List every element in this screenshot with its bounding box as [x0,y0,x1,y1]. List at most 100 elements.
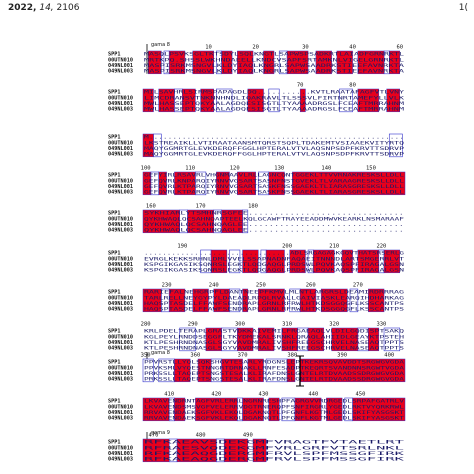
sequence-name: 049NL001 [108,451,133,457]
ruler-number: 160 [146,204,156,210]
ruler-number: 40 [349,45,356,51]
sequence-residues: KGLPEYLRNDDSEGGFLTKYDMEKALSRNKLQRAQLAHII… [144,334,404,340]
citation-volume: 14, [39,3,54,13]
sequence-name: 049NL001 [108,184,133,190]
motif-label: gama 8 [151,350,170,356]
sequence-name: SPP1 [108,90,121,96]
identical-residue-box [368,327,380,352]
sequence-residues: TARLRELLNEYGYPYLDAEADLRPQLRVALLGAIVIASKL… [144,295,404,301]
sequence-residues: M.......................................… [144,135,404,141]
page-edge-mark: 1( [458,3,468,13]
sequence-residues: RRVAVENDAEKSGFVKLEKQLDGAKNQTLPFGNFLKGTML… [144,416,404,422]
identical-residue-box [221,358,243,383]
identical-residue-box [265,249,285,274]
ruler-number: 10 [205,45,212,51]
sequence-name: 049NL003 [108,457,133,463]
sequence-residues: SYKHIARLYTSMHNRSGFEE....................… [144,211,404,217]
identical-residue-box [352,397,406,422]
sequence-name: 049NL003 [108,69,133,75]
sequence-residues: QYKHWAQLQCSAHNQAPTEELKQLGCAWFTRAYEEADDMW… [144,216,404,222]
ruler-number: 30 [302,45,309,51]
sequence-name: SPP1 [108,173,121,179]
similar-residue-box [349,288,359,313]
identical-residue-box [242,249,259,274]
identical-residue-box [205,327,222,352]
identical-residue-box [142,397,170,422]
ruler-number: 190 [177,244,187,250]
identical-residue-box [242,288,249,313]
identical-residue-box [142,88,154,113]
identical-residue-box [368,288,385,313]
identical-residue-box [299,288,317,313]
sequence-name: 049NL001 [108,340,133,346]
sequence-name: SPP1 [108,211,121,217]
sequence-residues: PPVRSTLLYQLSQKSHGVTESARLYRDGNSLEPTKEKRSQ… [144,360,404,366]
ruler-number: 200 [282,244,292,250]
identical-residue-box [142,209,180,234]
sequence-residues: MRTKPQ.SHSSLWKHNDAEELLKNDCVSAPFSRTAMKNLV… [144,57,404,63]
ruler-number: 130 [274,166,284,172]
sequence-name: SPP1 [108,329,121,335]
sequence-residues: LKSTREAIKLLVTIRAATAANSMTQRSTSQPLTDAKEMTV… [144,140,404,146]
sequence-name: 00UTN010 [108,140,133,146]
identical-residue-box [247,358,264,383]
sequence-residues: RFKAEAQGDERGMFRVLSPFMSSGFIRK [144,451,405,457]
identical-residue-box [168,50,186,75]
ruler-number: 280 [141,322,151,328]
identical-residue-box [223,438,249,463]
identical-residue-box [286,50,309,75]
ruler-number: 420 [211,392,221,398]
identical-residue-box [258,288,285,313]
identical-residue-box [326,397,343,422]
sequence-residues: HAQSPTASDELFFAWFSENDRAPLGRNLRFRWLHTKDSGG… [144,307,404,313]
identical-residue-box [182,88,196,113]
sequence-name: 00UTN010 [108,445,133,451]
ruler-number: 270 [353,283,363,289]
ruler-number: 240 [209,283,219,289]
sequence-name: 00UTN010 [108,95,133,101]
sequence-residues: MAQYGGMRTGLEVKDERQFFGGLHPTERALVTVLAQSNPS… [144,152,404,158]
similar-residue-box [216,88,233,113]
ruler-number: 390 [337,353,347,359]
sequence-name: SPP1 [108,399,121,405]
identical-residue-box [289,249,306,274]
identical-residue-box [268,171,285,196]
identical-residue-box [252,438,267,463]
alignment-block: 10 20 30 40 60 gama 8 SPP1 MASQLPSVKSGLTKTSDYLS… [108,42,404,75]
sequence-name: SPP1 [108,290,121,296]
identical-residue-box [341,249,353,274]
ruler-number: 470 [149,433,159,439]
sequence-name: 049NL001 [108,222,133,228]
identical-residue-box [221,50,233,75]
ruler-number: 20 [252,45,259,51]
ruler-number: 120 [230,166,240,172]
sequence-residues: MASPISRKMSNGVLKLDYIAQLKNGRLSAPWSAADRKSTI… [144,63,404,69]
ruler-number: 440 [308,392,318,398]
identical-residue-box [294,397,322,422]
motif-label: gama 8 [151,42,170,48]
sequence-residues: PRKSSLLTAQEPTSNGSTESALKLIRAFDNSLGNTELRTD… [144,377,404,383]
ruler-number: 230 [162,283,172,289]
sequence-name: 049NL001 [108,410,133,416]
sequence-residues: HAQSPTASDELFFAWFSENDRAPLGRNLRFRWLHTKDSGG… [144,301,404,307]
sequence-name: SPP1 [108,360,121,366]
sequence-residues: QYKHWAQLQCSAHNQAGLEE....................… [144,222,404,228]
similar-residue-box [383,327,401,352]
identical-residue-box [210,249,228,274]
sequence-name: 00UTN010 [108,57,133,63]
sequence-residues: EVRGLKEKKSRHNLDMLVVELSSAPNADNFAQAEITNNND… [144,256,404,262]
sequence-residues: PPVKSMLVYQESTNNGRTDRNAKLLRNFESADPTKEQRTS… [144,365,404,371]
ruler-number: 250 [256,283,266,289]
identical-residue-box [299,88,306,113]
identical-residue-box [158,171,167,196]
sequence-name: SPP1 [108,251,121,257]
sequence-residues: KSPGIKGASIKSQNRSLEGKTLQDGAQGLPRDSWLPQVKA… [144,262,404,268]
identical-residue-box [247,88,264,113]
sequence-name: 00UTN010 [108,216,133,222]
sequence-name: 049NL003 [108,346,133,352]
identical-residue-box [174,397,186,422]
journal-citation: 2022, 14, 2106 [8,3,79,13]
ruler-number: 450 [355,392,365,398]
alignment-block: SPP1 M...................................… [108,133,404,158]
alignment-block: 190 200 210 220 SPP1........................… [108,244,404,274]
